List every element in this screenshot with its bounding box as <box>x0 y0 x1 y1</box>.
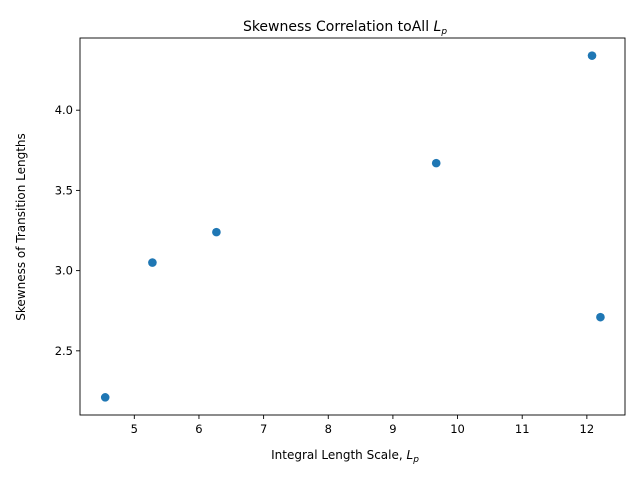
x-axis-label-symbol-sub: p <box>412 455 419 465</box>
chart-title-text: Skewness Correlation toAll <box>243 19 434 35</box>
chart-title-symbol: L <box>434 19 442 35</box>
data-point <box>431 158 441 168</box>
x-tick-label: 7 <box>260 422 267 436</box>
x-axis-label-symbol: L <box>407 448 414 462</box>
data-point <box>212 227 221 237</box>
x-tick-label: 10 <box>450 422 465 436</box>
y-tick-label: 2.5 <box>55 344 73 358</box>
x-axis-label-text: Integral Length Scale, <box>271 448 406 462</box>
y-axis-label: Skewness of Transition Lengths <box>14 133 28 321</box>
chart-title-symbol-sub: p <box>440 27 447 37</box>
data-point <box>596 312 605 322</box>
points-layer <box>100 51 605 402</box>
chart-title: Skewness Correlation toAll Lp <box>243 19 447 37</box>
x-tick-label: 11 <box>515 422 530 436</box>
x-tick-label: 6 <box>195 422 202 436</box>
data-point <box>587 51 597 60</box>
x-tick-label: 5 <box>131 422 138 436</box>
y-tick-label: 3.5 <box>55 183 73 197</box>
plot-frame <box>79 37 626 416</box>
x-axis-label: Integral Length Scale, Lp <box>271 448 419 465</box>
data-point <box>148 258 157 267</box>
data-point <box>100 393 110 402</box>
y-tick-label: 3.0 <box>55 264 73 278</box>
y-tick-label: 4.0 <box>55 103 73 117</box>
x-tick-label: 12 <box>580 422 595 436</box>
ticks-layer: 5 6 7 8 9 10 11 12 2.5 3.0 3.5 4.0 <box>55 103 594 436</box>
x-tick-label: 9 <box>389 422 396 436</box>
x-tick-label: 8 <box>325 422 332 436</box>
